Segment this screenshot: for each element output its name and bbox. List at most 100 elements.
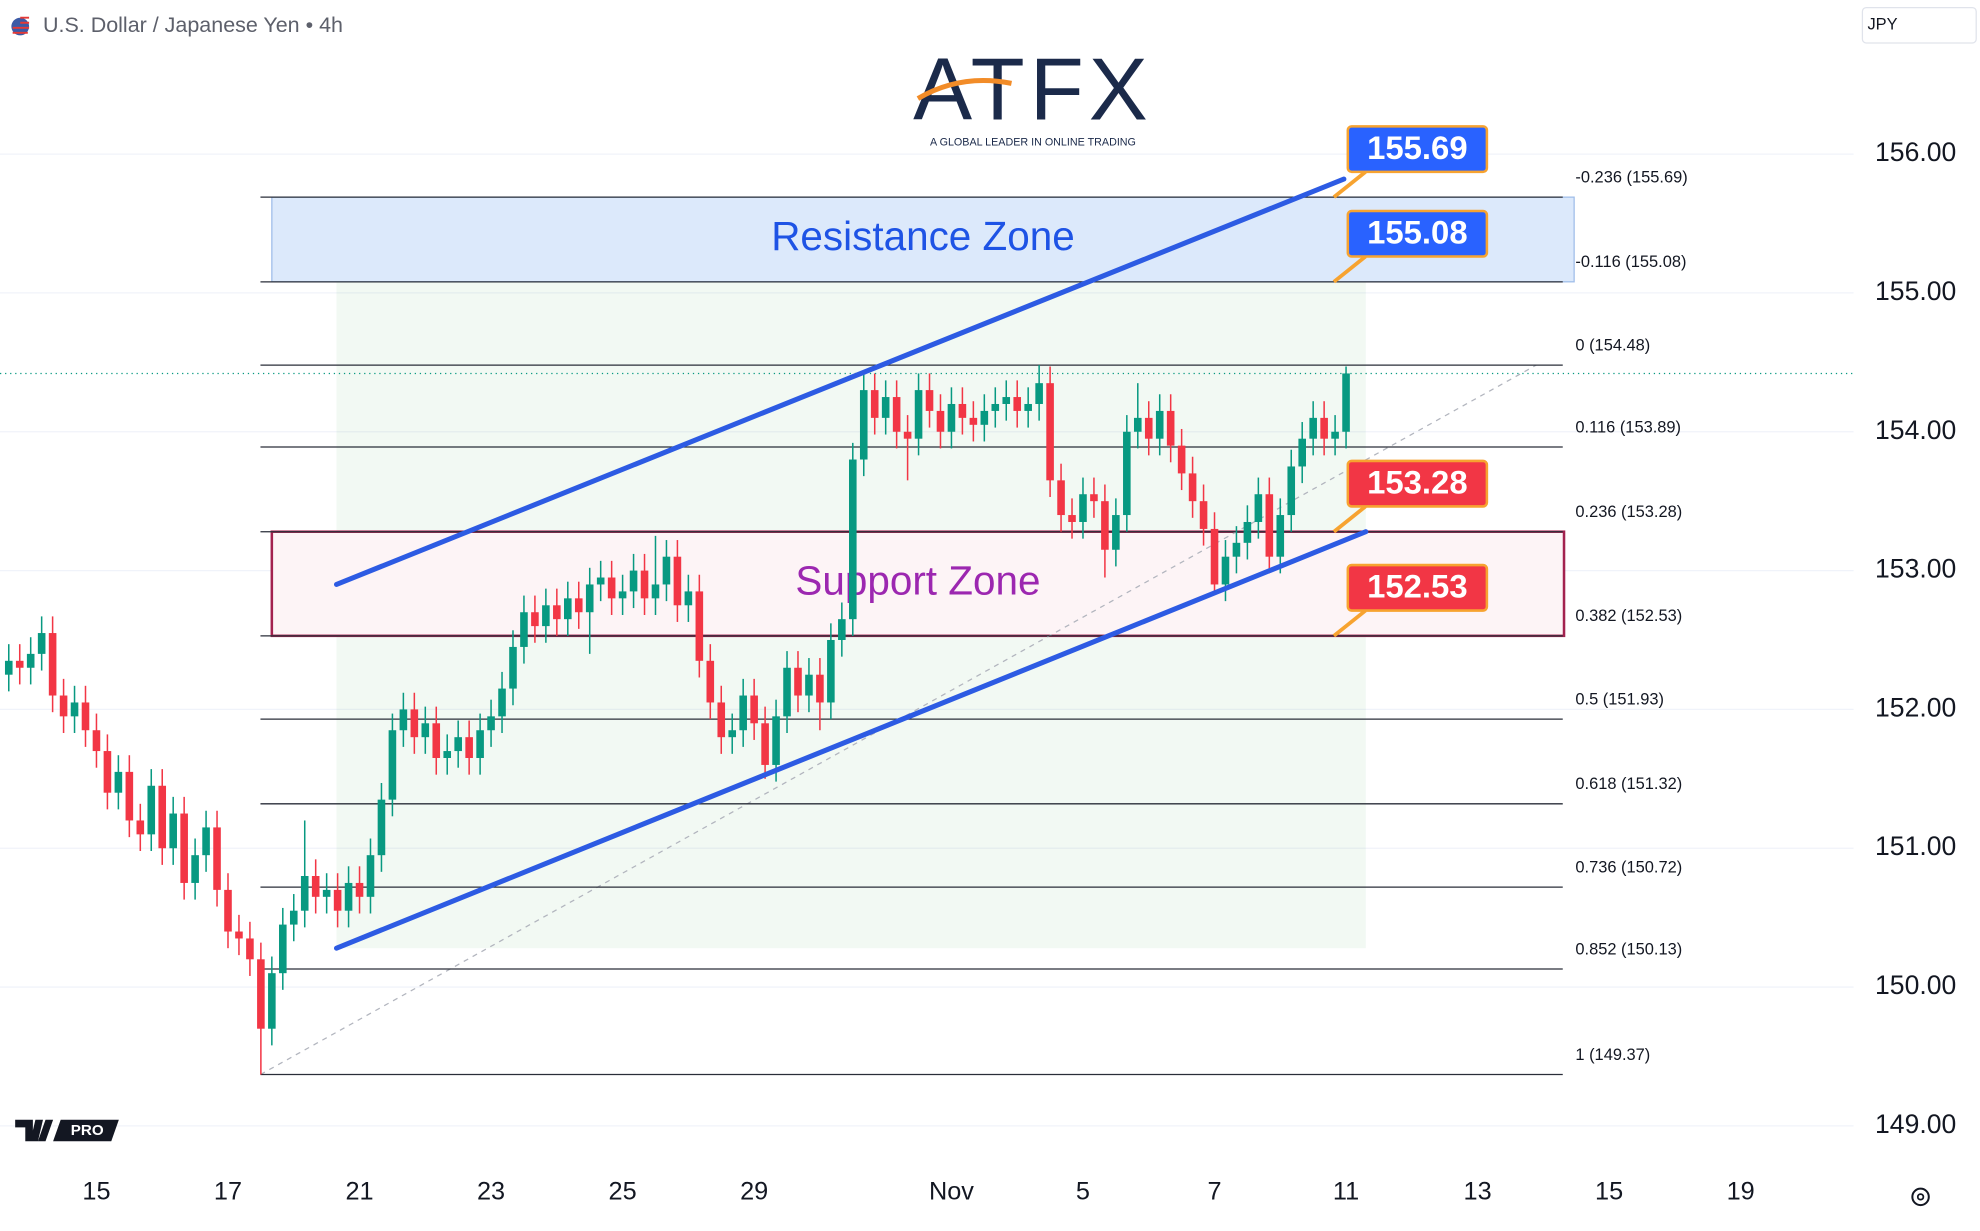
candle-body (158, 785, 167, 849)
zone-label: Resistance Zone (771, 213, 1075, 259)
candle-body (1068, 515, 1076, 522)
candle-body (542, 605, 550, 627)
candle-body (914, 390, 923, 439)
currency-box[interactable] (1861, 6, 1977, 44)
candle-body (1057, 480, 1065, 516)
callout-box (1346, 459, 1489, 508)
callout-label: 155.08 (1367, 214, 1468, 251)
candle-body (366, 855, 375, 897)
fib-label: 0.116 (153.89) (1575, 418, 1681, 436)
candle-body (81, 702, 90, 731)
brand-swoosh (916, 78, 1012, 101)
callout-label: 152.53 (1367, 568, 1468, 605)
candle-body (1090, 494, 1098, 502)
x-tick-label: 29 (740, 1178, 768, 1206)
candle-body (958, 403, 967, 418)
candle-body (1210, 528, 1219, 585)
header: U.S. Dollar / Japanese Yen • 4h JPY (11, 6, 1977, 44)
candle-body (1123, 431, 1131, 516)
candle-body (1221, 556, 1230, 585)
symbol-title: U.S. Dollar / Japanese Yen • 4h (43, 13, 343, 37)
candle-body (596, 577, 605, 585)
candle-body (399, 709, 408, 731)
candle-body (816, 674, 824, 703)
candle-body (848, 459, 857, 620)
candle-body (1079, 494, 1087, 522)
callout-label: 155.69 (1367, 129, 1468, 166)
x-tick-label: 25 (609, 1178, 637, 1206)
candle-body (1155, 410, 1164, 439)
candle-body (498, 688, 506, 717)
y-tick-label: 154.00 (1875, 415, 1956, 445)
candle-body (618, 591, 627, 599)
candle-body (377, 799, 386, 856)
zone-label: Support Zone (795, 557, 1040, 603)
x-tick-label: 15 (82, 1178, 110, 1206)
candle-body (1046, 383, 1054, 481)
candle-body (673, 556, 682, 606)
candle-body (443, 751, 452, 758)
candle-body (432, 723, 441, 758)
candle-body (421, 723, 430, 738)
candle-body (838, 619, 846, 640)
candle-body (1177, 445, 1186, 474)
pro-badge (53, 1119, 119, 1142)
candle-body (487, 716, 495, 731)
settings-icon[interactable] (1911, 1187, 1930, 1207)
callout-pointer (1332, 609, 1367, 638)
candle-body (783, 667, 791, 717)
candle-body (1188, 473, 1197, 502)
candle-body (268, 973, 276, 1029)
candle-body (191, 855, 199, 883)
candle-body (1112, 515, 1120, 550)
candle-body (772, 716, 780, 765)
candle-body (4, 660, 13, 675)
y-tick-label: 155.00 (1875, 276, 1956, 306)
candle-body (344, 882, 353, 911)
candle-body (947, 403, 956, 432)
candle-body (1276, 515, 1285, 557)
y-tick-label: 156.00 (1875, 137, 1956, 167)
candle-body (827, 639, 835, 703)
candle-body (662, 556, 671, 585)
fib-label: 1 (149.37) (1575, 1046, 1650, 1064)
candle-body (520, 612, 528, 647)
candle-body (574, 598, 583, 613)
flag-stripes (12, 16, 30, 34)
y-tick-label: 152.00 (1875, 692, 1956, 722)
candle-body (388, 730, 397, 800)
y-tick-label: 150.00 (1875, 970, 1956, 1000)
candle-body (1243, 521, 1252, 543)
candle-body (454, 737, 462, 752)
fib-label: -0.116 (155.08) (1575, 253, 1686, 271)
pro-text: PRO (71, 1122, 104, 1139)
candle-body (1013, 397, 1022, 411)
candle-body (279, 924, 287, 974)
candle-body (1298, 438, 1307, 467)
platform-logo: PRO (15, 1119, 119, 1142)
candle-body (1133, 417, 1142, 432)
logo: ATFX A GLOBAL LEADER IN ONLINE TRADING (913, 39, 1153, 149)
brand: ATFX (913, 39, 1153, 138)
candle-body (180, 813, 188, 883)
candle-body (147, 785, 156, 835)
candle-body (202, 827, 210, 856)
channel-line (333, 176, 1347, 587)
candle-body (1254, 494, 1263, 522)
plot: 149.00 150.00 151.00 152.00 153.00 154.00 155.… (0, 125, 1956, 1206)
callout-box (1346, 209, 1489, 258)
x-tick-label: 15 (1595, 1178, 1623, 1206)
x-tick-label: 23 (477, 1178, 505, 1206)
tagline: A GLOBAL LEADER IN ONLINE TRADING (930, 137, 1136, 149)
candle-body (925, 390, 934, 411)
candle-body (794, 667, 802, 696)
settings[interactable] (1911, 1187, 1930, 1207)
x-tick-label: 11 (1333, 1178, 1359, 1206)
candle-body (59, 695, 68, 717)
candle-body (322, 889, 331, 897)
candle-body (289, 910, 298, 925)
candle-body (1342, 373, 1350, 432)
candle-body (564, 598, 572, 620)
